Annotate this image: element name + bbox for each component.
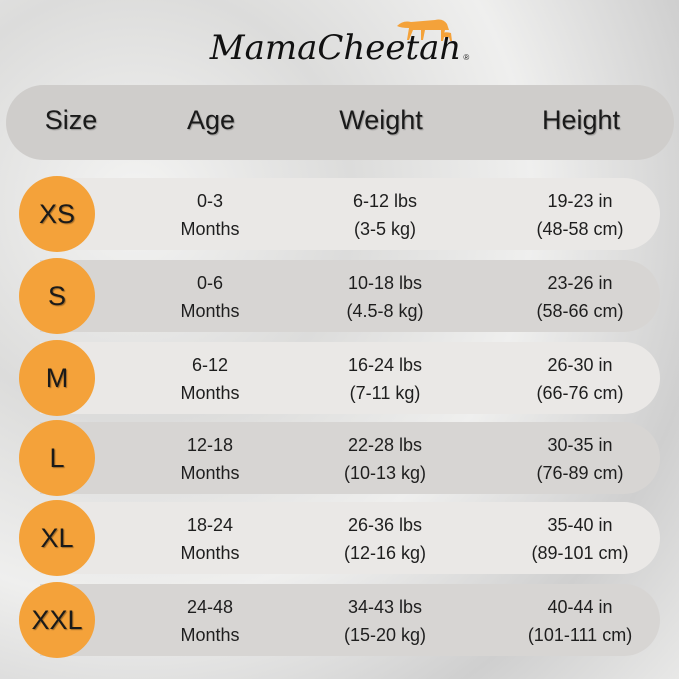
height-in: 35-40 in xyxy=(547,515,613,535)
height-cm: (66-76 cm) xyxy=(536,383,624,403)
weight-cell: 34-43 lbs (15-20 kg) xyxy=(315,593,455,649)
weight-kg: (7-11 kg) xyxy=(349,383,421,403)
size-badge: XL xyxy=(19,500,95,576)
registered-mark: ® xyxy=(463,53,470,62)
table-row: 24-48 Months 34-43 lbs (15-20 kg) 40-44 in… xyxy=(40,584,660,656)
weight-lbs: 16-24 lbs xyxy=(347,355,423,375)
age-unit: Months xyxy=(180,625,240,645)
table-row: 18-24 Months 26-36 lbs (12-16 kg) 35-40 in… xyxy=(40,502,660,574)
age-unit: Months xyxy=(180,301,240,321)
table-row: 0-6 Months 10-18 lbs (4.5-8 kg) 23-26 in (5… xyxy=(40,260,660,332)
age-range: 12-18 xyxy=(186,435,234,455)
table-header: Size Age Weight Height xyxy=(6,85,674,160)
weight-cell: 16-24 lbs (7-11 kg) xyxy=(315,351,455,407)
weight-kg: (3-5 kg) xyxy=(353,219,416,239)
age-unit: Months xyxy=(180,219,240,239)
weight-lbs: 6-12 lbs xyxy=(352,191,418,211)
header-size: Size xyxy=(44,105,98,135)
logo-text: MamaCheetah xyxy=(209,28,462,68)
weight-kg: (15-20 kg) xyxy=(343,625,427,645)
weight-lbs: 34-43 lbs xyxy=(347,597,423,617)
size-badge: L xyxy=(19,420,95,496)
table-row: 12-18 Months 22-28 lbs (10-13 kg) 30-35 in… xyxy=(40,422,660,494)
weight-cell: 26-36 lbs (12-16 kg) xyxy=(315,511,455,567)
age-cell: 18-24 Months xyxy=(150,511,270,567)
height-in: 30-35 in xyxy=(547,435,613,455)
height-in: 23-26 in xyxy=(547,273,613,293)
age-unit: Months xyxy=(180,463,240,483)
age-unit: Months xyxy=(180,383,240,403)
age-unit: Months xyxy=(180,543,240,563)
weight-cell: 6-12 lbs (3-5 kg) xyxy=(315,187,455,243)
header-age: Age xyxy=(186,105,236,135)
height-cell: 40-44 in (101-111 cm) xyxy=(510,593,650,649)
height-cell: 19-23 in (48-58 cm) xyxy=(510,187,650,243)
age-cell: 12-18 Months xyxy=(150,431,270,487)
header-weight: Weight xyxy=(339,105,423,135)
size-badge: XS xyxy=(19,176,95,252)
brand-logo: MamaCheetah ® xyxy=(0,14,679,78)
age-range: 24-48 xyxy=(186,597,234,617)
age-range: 18-24 xyxy=(186,515,234,535)
height-cell: 26-30 in (66-76 cm) xyxy=(510,351,650,407)
height-in: 40-44 in xyxy=(547,597,613,617)
height-cell: 35-40 in (89-101 cm) xyxy=(510,511,650,567)
weight-cell: 22-28 lbs (10-13 kg) xyxy=(315,431,455,487)
weight-kg: (12-16 kg) xyxy=(343,543,427,563)
age-cell: 0-6 Months xyxy=(150,269,270,325)
size-badge: XXL xyxy=(19,582,95,658)
weight-lbs: 22-28 lbs xyxy=(347,435,423,455)
height-in: 19-23 in xyxy=(547,191,613,211)
height-cm: (101-111 cm) xyxy=(527,625,633,645)
height-cm: (89-101 cm) xyxy=(531,543,629,563)
weight-kg: (10-13 kg) xyxy=(343,463,427,483)
size-badge: M xyxy=(19,340,95,416)
table-row: 0-3 Months 6-12 lbs (3-5 kg) 19-23 in (48-5… xyxy=(40,178,660,250)
weight-cell: 10-18 lbs (4.5-8 kg) xyxy=(315,269,455,325)
weight-lbs: 26-36 lbs xyxy=(347,515,423,535)
height-cm: (76-89 cm) xyxy=(536,463,624,483)
size-badge: S xyxy=(19,258,95,334)
table-row: 6-12 Months 16-24 lbs (7-11 kg) 26-30 in (6… xyxy=(40,342,660,414)
age-range: 6-12 xyxy=(191,355,229,375)
age-range: 0-3 xyxy=(196,191,223,211)
height-cm: (48-58 cm) xyxy=(536,219,624,239)
age-cell: 6-12 Months xyxy=(150,351,270,407)
header-height: Height xyxy=(541,105,621,135)
age-cell: 0-3 Months xyxy=(150,187,270,243)
cheetah-icon xyxy=(397,19,453,41)
weight-lbs: 10-18 lbs xyxy=(347,273,423,293)
height-cell: 30-35 in (76-89 cm) xyxy=(510,431,650,487)
age-range: 0-6 xyxy=(196,273,223,293)
logo-group: MamaCheetah ® xyxy=(209,14,470,68)
height-cell: 23-26 in (58-66 cm) xyxy=(510,269,650,325)
age-cell: 24-48 Months xyxy=(150,593,270,649)
weight-kg: (4.5-8 kg) xyxy=(346,301,424,321)
height-cm: (58-66 cm) xyxy=(536,301,624,321)
height-in: 26-30 in xyxy=(547,355,613,375)
